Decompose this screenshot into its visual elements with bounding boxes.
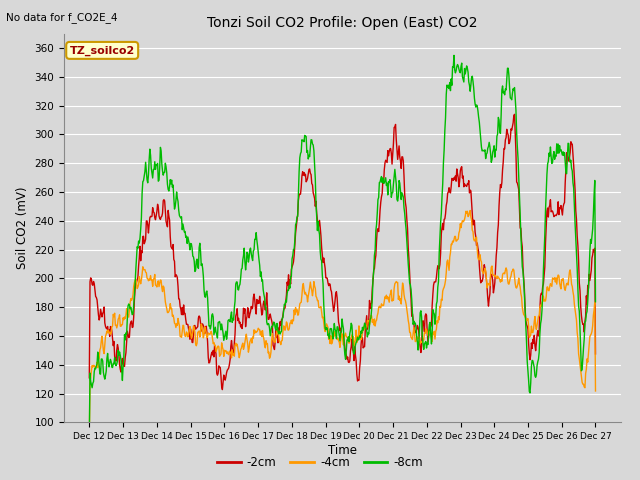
Text: TZ_soilco2: TZ_soilco2	[70, 45, 135, 56]
X-axis label: Time: Time	[328, 444, 357, 457]
Legend: -2cm, -4cm, -8cm: -2cm, -4cm, -8cm	[212, 452, 428, 474]
Text: No data for f_CO2E_4: No data for f_CO2E_4	[6, 12, 118, 23]
Y-axis label: Soil CO2 (mV): Soil CO2 (mV)	[16, 187, 29, 269]
Title: Tonzi Soil CO2 Profile: Open (East) CO2: Tonzi Soil CO2 Profile: Open (East) CO2	[207, 16, 477, 30]
